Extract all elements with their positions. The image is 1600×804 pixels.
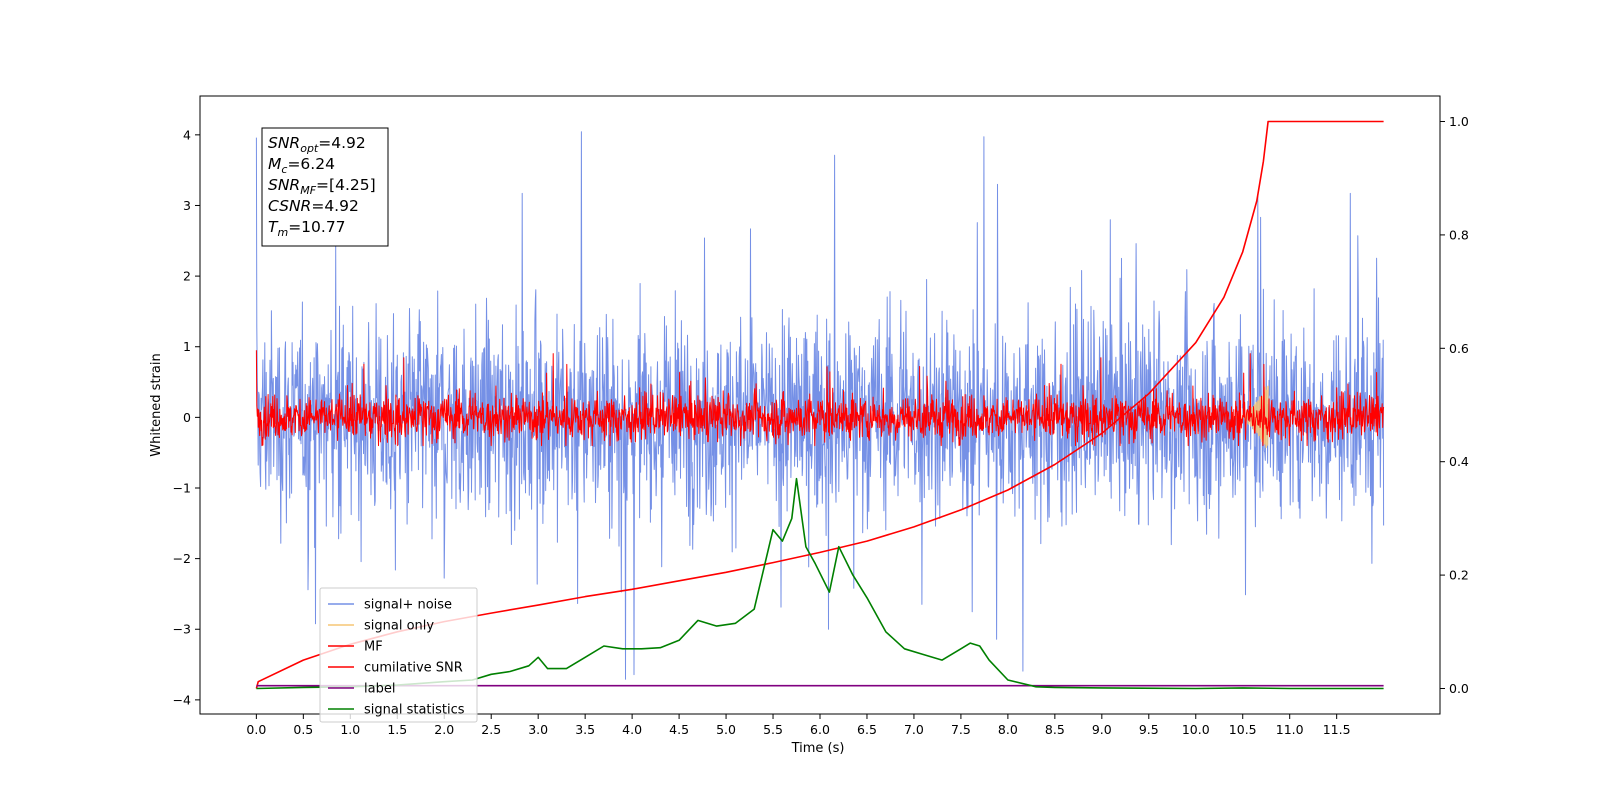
y-tick-label: 2	[183, 269, 191, 284]
x-tick-label: 9.0	[1092, 722, 1112, 737]
x-tick-label: 3.5	[575, 722, 595, 737]
series-line-mf	[255, 350, 1385, 447]
legend-label: signal only	[364, 619, 434, 634]
legend-label: signal statistics	[364, 703, 465, 718]
x-tick-label: 1.5	[387, 722, 407, 737]
legend-label: signal+ noise	[364, 598, 452, 613]
legend-label: cumilative SNR	[364, 661, 463, 676]
x-tick-label: 10.0	[1182, 722, 1210, 737]
y-axis-label: Whitened strain	[149, 353, 164, 456]
x-tick-label: 4.0	[622, 722, 642, 737]
y2-tick-label: 0.0	[1449, 681, 1469, 696]
annotation-line: Tm=10.77	[268, 218, 346, 239]
y2-tick-label: 0.4	[1449, 454, 1469, 469]
annotation-box	[261, 127, 389, 247]
x-axis: 0.0 0.5 1.0 1.5 2.0 2.5 3.0 3.5 4.0 4.5 5.0 5.5 6.0 6…	[246, 714, 1351, 737]
y2-tick-label: 0.6	[1449, 341, 1469, 356]
y-tick-label: 0	[183, 410, 191, 425]
y-tick-label: −3	[173, 622, 191, 637]
x-tick-label: 6.0	[810, 722, 830, 737]
x-tick-label: 2.5	[481, 722, 501, 737]
y-tick-label: −1	[173, 480, 191, 495]
legend-frame	[319, 587, 478, 723]
y-axis-right: 1.0 0.8 0.6 0.4 0.2 0.0	[1440, 114, 1469, 696]
y-tick-label: −4	[173, 692, 191, 707]
x-tick-label: 5.0	[716, 722, 736, 737]
x-tick-label: 8.5	[1045, 722, 1065, 737]
x-tick-label: 7.5	[951, 722, 971, 737]
x-tick-label: 1.0	[340, 722, 360, 737]
y-tick-label: 1	[183, 339, 191, 354]
x-tick-label: 10.5	[1229, 722, 1257, 737]
y-tick-label: −2	[173, 551, 191, 566]
legend: signal+ noise signal only MF cumilative SNR…	[319, 587, 478, 723]
annotation-line: SNRopt=4.92	[268, 134, 366, 155]
x-tick-label: 0.0	[246, 722, 266, 737]
x-tick-label: 2.0	[434, 722, 454, 737]
x-tick-label: 4.5	[669, 722, 689, 737]
y-axis-left: 4 3 2 1 0 −1 −2 −3 −4	[173, 127, 200, 707]
y2-tick-label: 1.0	[1449, 114, 1469, 129]
x-tick-label: 9.5	[1139, 722, 1159, 737]
x-tick-label: 8.0	[998, 722, 1018, 737]
x-tick-label: 5.5	[763, 722, 783, 737]
y2-tick-label: 0.8	[1449, 227, 1469, 242]
series-line-signal-statistics	[256, 477, 1384, 690]
y2-tick-label: 0.2	[1449, 568, 1469, 583]
x-tick-label: 0.5	[293, 722, 313, 737]
annotation-line: CSNR=4.92	[268, 197, 359, 215]
legend-label: label	[364, 682, 395, 697]
x-tick-label: 3.0	[528, 722, 548, 737]
series-line-signal-noise	[255, 131, 1385, 680]
x-tick-label: 7.0	[904, 722, 924, 737]
legend-label: MF	[364, 640, 383, 655]
annotation-line: Mc=6.24	[268, 155, 335, 176]
x-tick-label: 11.0	[1276, 722, 1304, 737]
y-tick-label: 3	[183, 198, 191, 213]
x-tick-label: 6.5	[857, 722, 877, 737]
x-axis-label: Time (s)	[791, 741, 845, 756]
x-tick-label: 11.5	[1323, 722, 1351, 737]
y-tick-label: 4	[183, 127, 191, 142]
annotation-line: SNRMF=[4.25]	[268, 176, 376, 197]
